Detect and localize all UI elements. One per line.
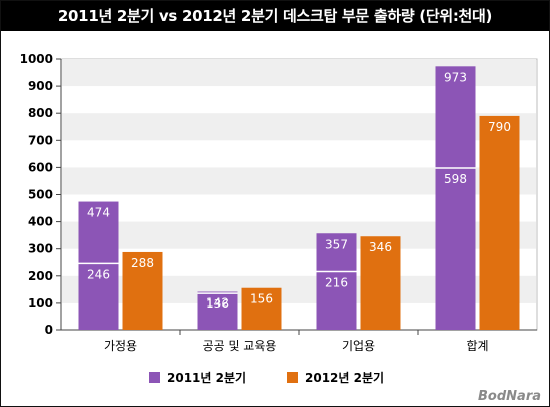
title-bar: 2011년 2분기 vs 2012년 2분기 데스크탑 부문 출하량 (단위:천… bbox=[1, 1, 549, 31]
inner-value-label: 136 bbox=[206, 297, 229, 311]
y-tick-label: 700 bbox=[28, 133, 53, 147]
bar-2012 bbox=[479, 115, 520, 330]
legend-swatch bbox=[149, 372, 160, 383]
bar-value-label: 474 bbox=[87, 206, 110, 220]
y-tick-label: 300 bbox=[28, 242, 53, 256]
legend-label: 2012년 2분기 bbox=[305, 370, 384, 385]
inner-value-label: 598 bbox=[444, 172, 467, 186]
bar-value-label: 288 bbox=[131, 256, 154, 270]
inner-value-label: 216 bbox=[325, 275, 348, 289]
bar-value-label: 346 bbox=[369, 240, 392, 254]
y-tick-label: 1000 bbox=[20, 52, 53, 66]
bar-2011 bbox=[78, 201, 119, 330]
y-tick-label: 500 bbox=[28, 188, 53, 202]
y-tick-label: 200 bbox=[28, 269, 53, 283]
bar-value-label: 142 bbox=[206, 296, 229, 310]
y-tick-label: 900 bbox=[28, 79, 53, 93]
category-label: 가정용 bbox=[104, 339, 137, 353]
y-tick-label: 800 bbox=[28, 106, 53, 120]
bar-2012 bbox=[241, 287, 282, 330]
y-tick-label: 600 bbox=[28, 160, 53, 174]
bar-value-label: 156 bbox=[250, 292, 273, 306]
y-tick-label: 0 bbox=[45, 323, 53, 337]
bar-2012 bbox=[360, 236, 401, 330]
inner-value-label: 246 bbox=[87, 267, 110, 281]
y-tick-label: 400 bbox=[28, 215, 53, 229]
category-label: 합계 bbox=[466, 339, 488, 353]
bar-value-label: 973 bbox=[444, 70, 467, 84]
legend-swatch bbox=[287, 372, 298, 383]
legend-label: 2011년 2분기 bbox=[167, 370, 246, 385]
bar-2012 bbox=[122, 251, 163, 330]
category-label: 공공 및 교육용 bbox=[203, 339, 277, 353]
bar-value-label: 357 bbox=[325, 237, 348, 251]
chart-title: 2011년 2분기 vs 2012년 2분기 데스크탑 부문 출하량 (단위:천… bbox=[57, 7, 493, 25]
bar-value-label: 790 bbox=[488, 120, 511, 134]
bar-2011 bbox=[197, 291, 238, 330]
category-label: 기업용 bbox=[342, 339, 375, 353]
bar-2011 bbox=[435, 66, 476, 330]
y-tick-label: 100 bbox=[28, 296, 53, 310]
watermark-logo: BodNara bbox=[478, 389, 541, 404]
bar-2011 bbox=[316, 233, 357, 330]
